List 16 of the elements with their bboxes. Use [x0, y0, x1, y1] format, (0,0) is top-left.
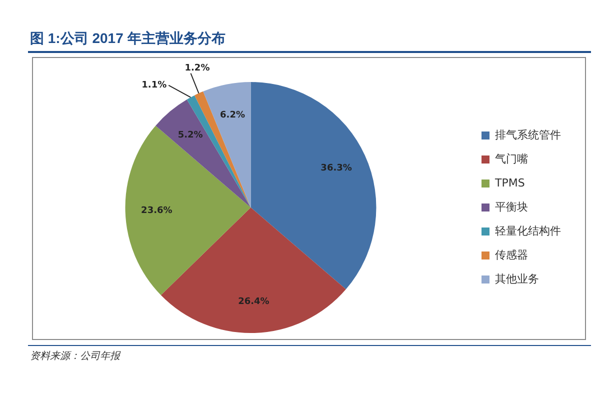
chart-title: 图 1:公司 2017 年主营业务分布 [30, 30, 226, 48]
legend-label: 气门嘴 [495, 152, 528, 166]
data-label: 1.1% [142, 80, 167, 91]
legend-label: 平衡块 [495, 200, 528, 214]
legend-label: 其他业务 [495, 272, 539, 286]
data-label: 1.2% [184, 64, 210, 74]
legend-label: 排气系统管件 [495, 128, 561, 142]
legend-label: TPMS [494, 176, 525, 190]
text: 资料来源：公司年报 [30, 350, 120, 363]
data-label: 6.2% [220, 110, 246, 120]
legend-label: 轻量化结构件 [495, 224, 561, 238]
data-label: 26.4% [238, 296, 270, 307]
data-label: 36.3% [320, 164, 352, 174]
data-label: 5.2% [178, 130, 203, 141]
legend-label: 传感器 [495, 248, 528, 262]
data-label: 23.6% [141, 206, 172, 216]
